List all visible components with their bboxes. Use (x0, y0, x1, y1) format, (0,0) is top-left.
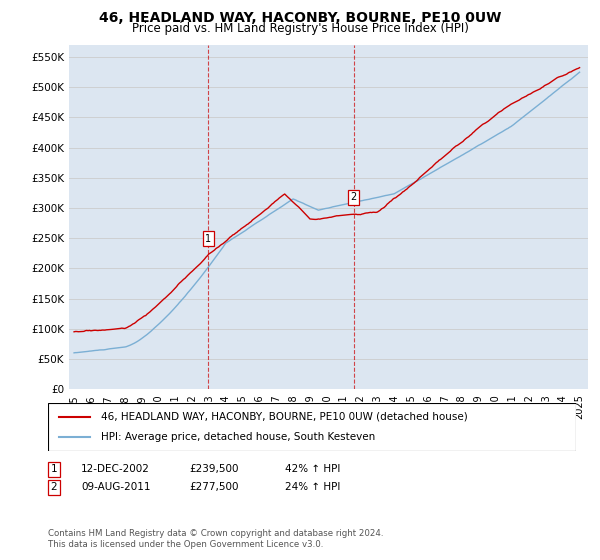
Text: 1: 1 (50, 464, 58, 474)
Text: £277,500: £277,500 (189, 482, 239, 492)
Text: Price paid vs. HM Land Registry's House Price Index (HPI): Price paid vs. HM Land Registry's House … (131, 22, 469, 35)
Text: 46, HEADLAND WAY, HACONBY, BOURNE, PE10 0UW: 46, HEADLAND WAY, HACONBY, BOURNE, PE10 … (99, 11, 501, 25)
Text: 46, HEADLAND WAY, HACONBY, BOURNE, PE10 0UW (detached house): 46, HEADLAND WAY, HACONBY, BOURNE, PE10 … (101, 412, 467, 422)
Text: 2: 2 (50, 482, 58, 492)
Text: 1: 1 (205, 234, 211, 244)
Text: Contains HM Land Registry data © Crown copyright and database right 2024.
This d: Contains HM Land Registry data © Crown c… (48, 529, 383, 549)
Text: 2: 2 (350, 193, 357, 202)
Text: 42% ↑ HPI: 42% ↑ HPI (285, 464, 340, 474)
Text: £239,500: £239,500 (189, 464, 239, 474)
Text: 09-AUG-2011: 09-AUG-2011 (81, 482, 151, 492)
Text: 12-DEC-2002: 12-DEC-2002 (81, 464, 150, 474)
Text: 24% ↑ HPI: 24% ↑ HPI (285, 482, 340, 492)
Text: HPI: Average price, detached house, South Kesteven: HPI: Average price, detached house, Sout… (101, 432, 375, 442)
